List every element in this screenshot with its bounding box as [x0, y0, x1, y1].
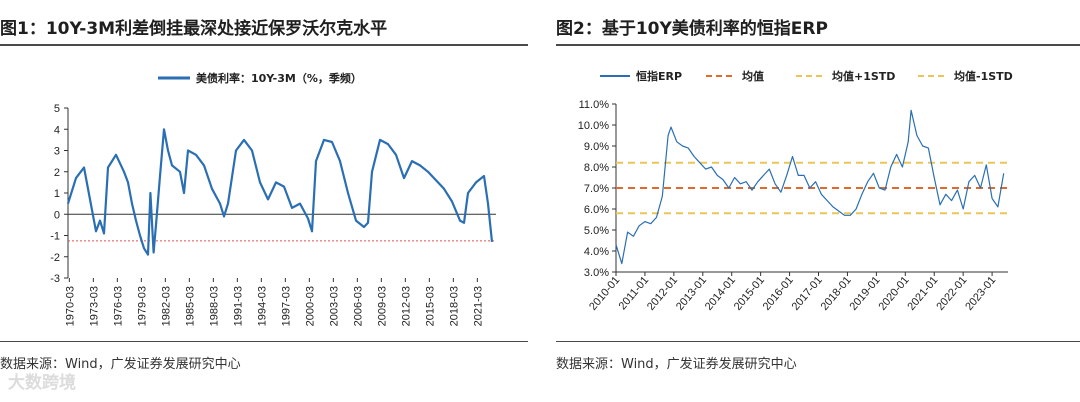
chart2-legend-label-mean-plus-std: 均值+1STD	[832, 69, 895, 83]
watermark-logo: 大数跨境	[8, 373, 76, 393]
chart1-xtick-label: 1985-03	[184, 286, 196, 326]
chart1-ytick-label: 4	[54, 124, 60, 136]
chart2-series-line	[615, 109, 1005, 265]
chart1-xtick-label: 1979-03	[136, 286, 148, 326]
right-panel: 图2：基于10Y美债利率的恒指ERP 11.0% 10.0% 9.0% 8.0% 7.0…	[556, 0, 1080, 402]
chart1-ytick-label: 2	[54, 167, 60, 179]
chart1-svg: 5 4 3 2 1 0 -1 -2 -3 1970-03 1973-03 1976-03 1979-03…	[50, 71, 496, 326]
chart1-ytick-label: 5	[54, 103, 60, 115]
chart1-xtick-label: 1994-03	[256, 286, 268, 326]
chart1-ytick-label: 0	[54, 209, 60, 221]
chart2-svg: 11.0%10.0%9.0%8.0%7.0%6.0%5.0%4.0%3.0%20…	[578, 69, 1013, 313]
chart2-ytick-label: 3.0%	[584, 267, 609, 279]
chart1-xtick-label: 2003-03	[328, 286, 340, 326]
chart1-xtick-label: 1973-03	[88, 286, 100, 326]
chart1-xtick-label: 1991-03	[232, 286, 244, 326]
chart1-xtick-label: 2006-03	[352, 286, 364, 326]
chart2-ytick-label: 7.0%	[584, 183, 609, 195]
chart2-ytick-label: 11.0%	[579, 99, 610, 111]
chart1-ytick-label: -1	[50, 231, 60, 243]
chart1-xtick-label: 2018-03	[448, 286, 460, 326]
chart1-xtick-label: 2012-03	[400, 286, 412, 326]
chart2-ytick-label: 9.0%	[584, 141, 609, 153]
chart1-xtick-label: 1997-03	[280, 286, 292, 326]
left-panel: 图1：10Y-3M利差倒挂最深处接近保罗沃尔克水平 5 4 3 2 1 0 -1 -2 -3 19…	[0, 0, 528, 402]
chart1-xtick-label: 2021-03	[472, 286, 484, 326]
chart2-source: 数据来源：Wind，广发证券发展研究中心	[556, 357, 797, 372]
chart1-top-rule	[0, 44, 528, 46]
chart2-ytick-label: 5.0%	[584, 225, 609, 237]
chart1-source: 数据来源：Wind，广发证券发展研究中心	[0, 357, 241, 372]
chart1-xtick-label: 1982-03	[160, 286, 172, 326]
chart1-ytick-label: 3	[54, 146, 60, 158]
chart1-xtick-label: 1970-03	[64, 286, 76, 326]
chart2-title: 图2：基于10Y美债利率的恒指ERP	[556, 19, 828, 39]
chart2-ytick-label: 4.0%	[584, 246, 609, 258]
chart2-xtick-label: 2023-01	[963, 274, 998, 313]
chart2-legend-label-mean: 均值	[742, 69, 764, 83]
chart2-top-rule	[556, 44, 1080, 46]
chart1-xtick-label: 1976-03	[112, 286, 124, 326]
chart1-title: 图1：10Y-3M利差倒挂最深处接近保罗沃尔克水平	[0, 19, 388, 39]
chart1-ytick-label: 1	[54, 188, 60, 200]
chart1-xtick-label: 1988-03	[208, 286, 220, 326]
chart2-legend-label-mean-minus-std: 均值-1STD	[954, 69, 1013, 83]
chart1-ytick-label: -3	[50, 273, 60, 285]
chart1-xtick-label: 2000-03	[304, 286, 316, 326]
chart1-series-line	[66, 128, 494, 256]
chart2-ytick-label: 8.0%	[584, 162, 609, 174]
chart1-ytick-label: -2	[50, 252, 60, 264]
chart2-legend-label-erp: 恒指ERP	[636, 69, 682, 83]
chart2-ytick-label: 10.0%	[578, 120, 609, 132]
chart2-xtick-label: 2010-01	[587, 274, 622, 313]
chart1-xtick-label: 2015-03	[424, 286, 436, 326]
chart2-ytick-label: 6.0%	[584, 204, 609, 216]
chart1-xtick-label: 2009-03	[376, 286, 388, 326]
chart1-legend-label: 美债利率：10Y-3M（%，季频）	[196, 71, 362, 85]
chart1-bottom-rule	[0, 341, 528, 342]
chart2-bottom-rule	[556, 341, 1080, 342]
